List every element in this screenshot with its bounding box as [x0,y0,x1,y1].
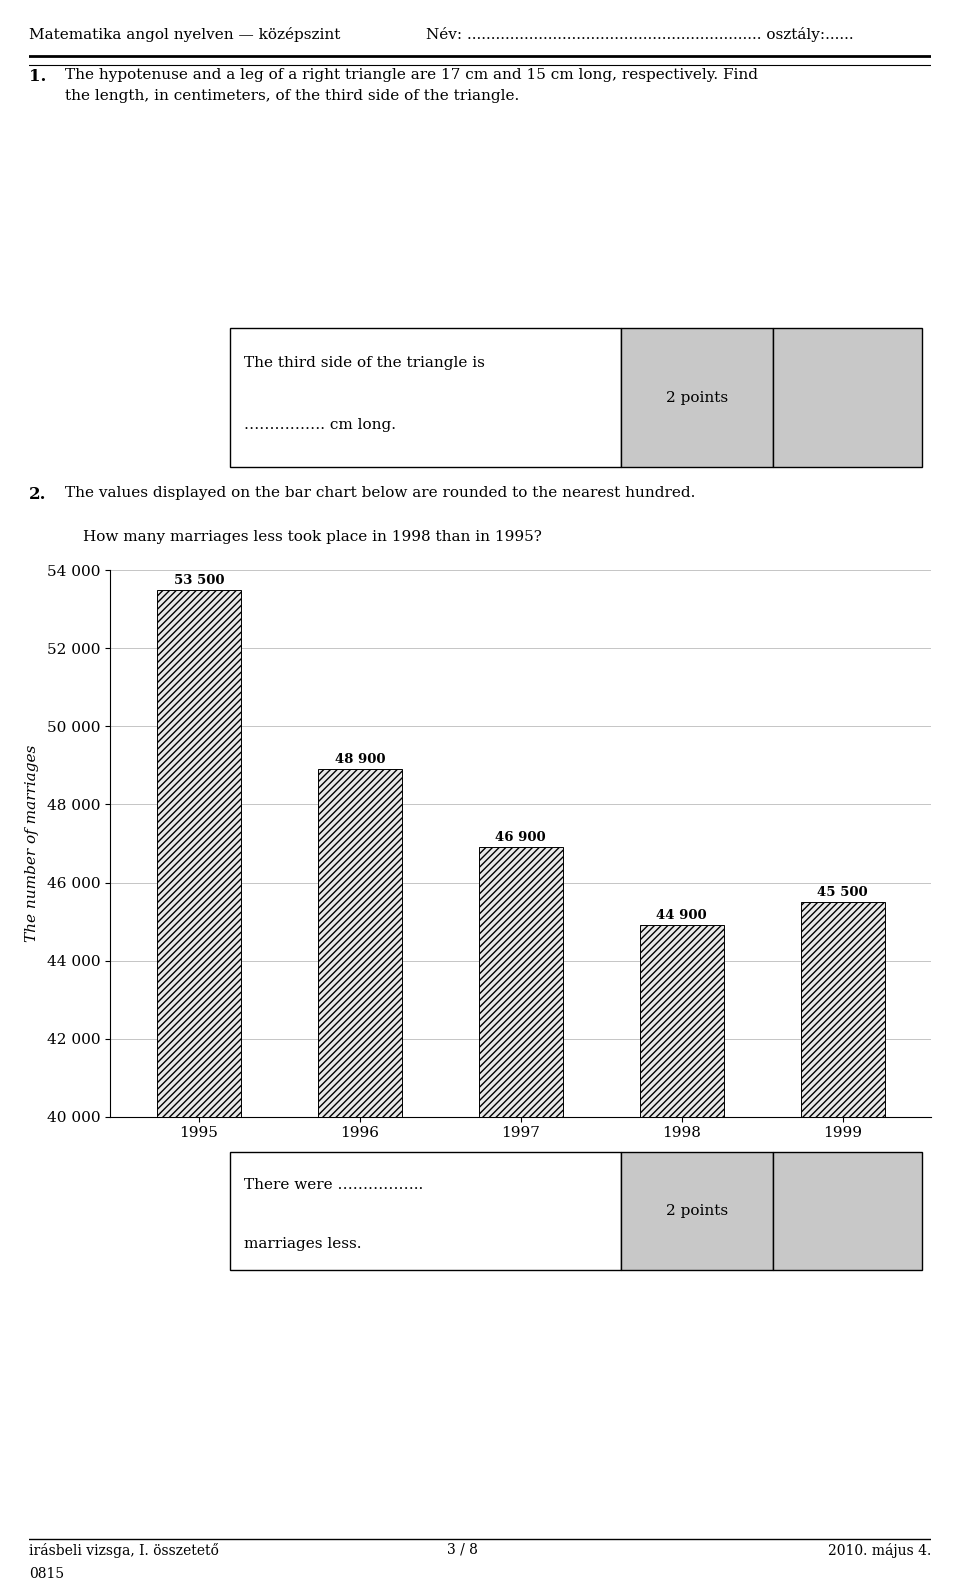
Text: ……………. cm long.: ……………. cm long. [244,418,396,432]
Text: How many marriages less took place in 1998 than in 1995?: How many marriages less took place in 19… [83,531,541,545]
Bar [157,589,241,1584]
Text: 2 points: 2 points [666,391,728,404]
Bar [640,925,724,1584]
Text: Matematika angol nyelven — középszint: Matematika angol nyelven — középszint [29,27,340,41]
Text: 46 900: 46 900 [495,832,546,844]
Text: 48 900: 48 900 [335,754,385,767]
Bar [801,901,884,1584]
Bar [230,1152,621,1270]
Text: 2 points: 2 points [666,1204,728,1218]
X-axis label: year: year [504,1148,538,1163]
Text: The values displayed on the bar chart below are rounded to the nearest hundred.: The values displayed on the bar chart be… [65,486,695,501]
Text: marriages less.: marriages less. [244,1237,362,1251]
Text: The third side of the triangle is: The third side of the triangle is [244,356,485,369]
Text: 0815: 0815 [29,1567,64,1581]
Bar [621,328,773,467]
Text: The hypotenuse and a leg of a right triangle are 17 cm and 15 cm long, respectiv: The hypotenuse and a leg of a right tria… [65,68,757,103]
Bar [230,328,621,467]
Text: 53 500: 53 500 [174,573,225,586]
Bar [479,847,563,1584]
Text: 2.: 2. [29,486,46,504]
Y-axis label: The number of marriages: The number of marriages [25,744,38,942]
Text: There were ……………..: There were …………….. [244,1177,423,1191]
Text: 3 / 8: 3 / 8 [446,1543,477,1557]
Text: 1.: 1. [29,68,46,86]
Bar [621,1152,773,1270]
Bar [773,1152,922,1270]
Text: 2010. május 4.: 2010. május 4. [828,1543,931,1557]
Text: irásbeli vizsga, I. összetető: irásbeli vizsga, I. összetető [29,1543,219,1557]
Text: Név: .............................................................. osztály:....: Név: ...................................… [426,27,853,41]
Text: 44 900: 44 900 [657,909,708,922]
Bar [318,770,401,1584]
Bar [773,328,922,467]
Text: 45 500: 45 500 [817,885,868,898]
